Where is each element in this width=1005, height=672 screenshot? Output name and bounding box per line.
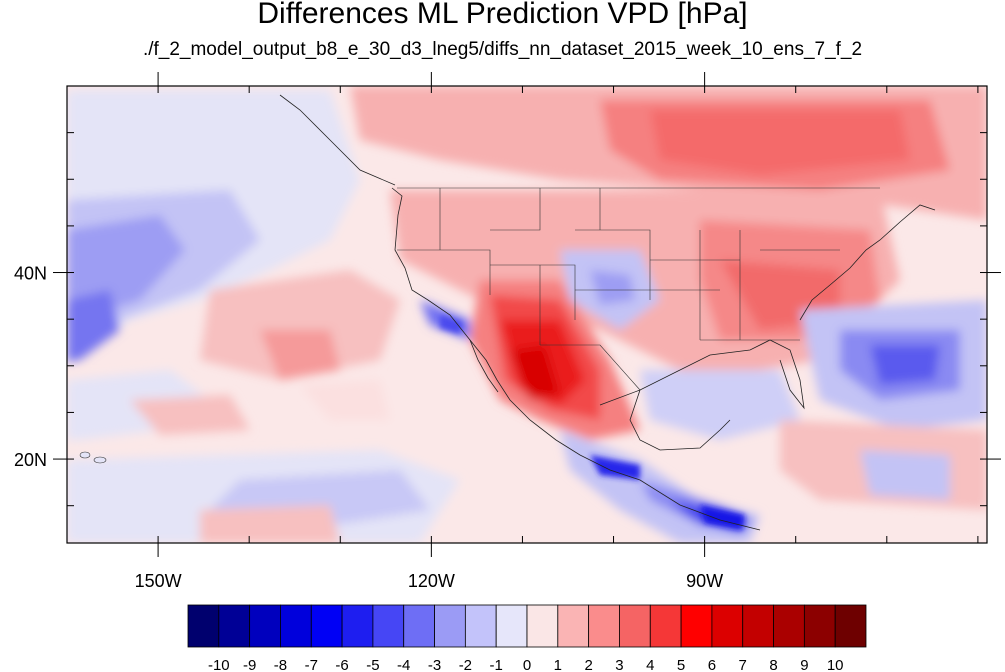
colorbar-swatch [403,604,435,648]
lon-tick-label: 90W [686,571,723,591]
lat-tick-label: 20N [14,450,47,470]
colorbar-swatch [588,604,620,648]
colorbar-swatch [649,604,682,648]
colorbar-label: -5 [366,657,379,672]
colorbar-label: 1 [554,657,562,672]
colorbar-label: -1 [490,657,503,672]
field-shading [67,86,987,543]
colorbar-label: 4 [646,657,654,672]
colorbar-label: 5 [677,657,685,672]
state-borders [397,187,880,391]
lon-tick-label: 120W [408,571,455,591]
lat-tick-label: 40N [14,264,47,284]
map-frame [66,85,988,544]
colorbar-label: -10 [208,657,230,672]
colorbar-label: 0 [523,657,531,672]
colorbar-label: 3 [615,657,623,672]
colorbar-label: -6 [335,657,348,672]
colorbar-label: 9 [800,657,808,672]
colorbar-swatch [619,604,651,648]
colorbar-swatch [434,604,466,648]
map-ticks [53,72,1001,557]
colorbar-swatch [310,604,343,648]
colorbar-swatch [834,604,867,648]
colorbar-swatch [372,604,405,648]
colorbar-swatch [557,604,590,648]
lon-tick-label: 150W [135,571,182,591]
colorbar-label: 10 [827,657,844,672]
colorbar-swatch [711,604,744,648]
colorbar-label: 6 [708,657,716,672]
colorbar-swatch [495,604,528,648]
colorbar-swatch [280,604,312,648]
colorbar-label: -7 [305,657,318,672]
colorbar-label: -9 [243,657,256,672]
colorbar-swatch [464,604,497,648]
colorbar-label: -8 [274,657,287,672]
colorbar-label: -4 [397,657,410,672]
colorbar-swatch [773,604,805,648]
colorbar-swatch [742,604,774,648]
map-title: Differences ML Prediction VPD [hPa] [257,0,748,30]
colorbar-label: 7 [739,657,747,672]
colorbar-swatch [526,604,559,648]
map-subtitle: ./f_2_model_output_b8_e_30_d3_lneg5/diff… [142,39,863,60]
colorbar-label: 2 [584,657,592,672]
colorbar-swatch [187,604,220,648]
colorbar-swatch [680,604,713,648]
colorbar: -10 -9 -8 -7 -6 -5 -4 -3 -2 -1 0 1 2 3 4 5 6 7 8 9 10 [187,604,867,672]
colorbar-swatch [218,604,251,648]
colorbar-swatch [249,604,281,648]
map-tick-labels: 150W 120W 90W 40N 20N [14,264,723,591]
colorbar-label: -2 [459,657,472,672]
colorbar-swatch [803,604,836,648]
colorbar-swatch [341,604,374,648]
colorbar-label: 8 [769,657,777,672]
colorbar-label: -3 [428,657,441,672]
